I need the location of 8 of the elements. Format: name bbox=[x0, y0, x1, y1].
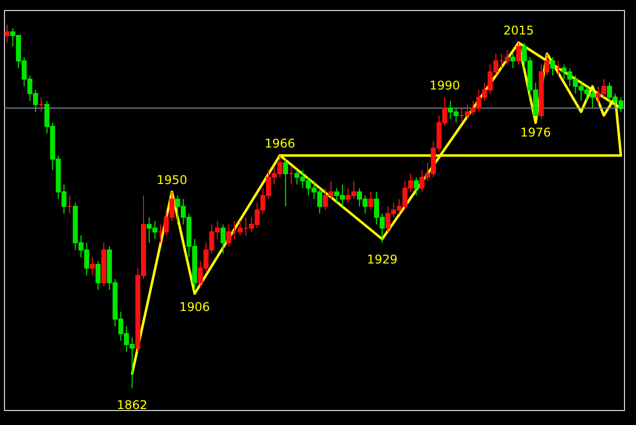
text: 1929 bbox=[366, 252, 398, 267]
text: 1862 bbox=[116, 398, 148, 412]
text: 1906 bbox=[179, 300, 210, 314]
text: 2015 bbox=[503, 24, 534, 38]
text: 1966 bbox=[264, 136, 296, 150]
text: 1990 bbox=[429, 78, 460, 92]
text: 1976 bbox=[520, 125, 551, 140]
text: 1950 bbox=[156, 172, 188, 187]
